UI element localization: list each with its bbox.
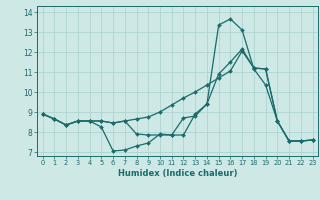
X-axis label: Humidex (Indice chaleur): Humidex (Indice chaleur) <box>118 169 237 178</box>
